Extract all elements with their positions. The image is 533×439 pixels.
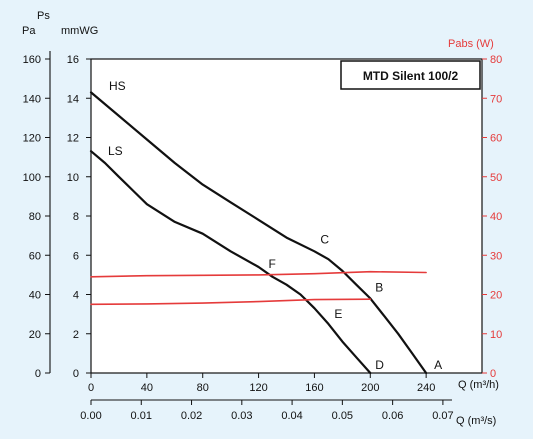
series-line-hs (89, 91, 428, 375)
left-inner-tick-label: 16 (67, 54, 79, 66)
x-axis-label-secondary: Q (m³/s) (456, 415, 496, 427)
left-inner-tick-label: 14 (67, 93, 79, 105)
left-outer-tick-label: 100 (23, 172, 41, 184)
x-primary-tick-label: 200 (361, 382, 379, 394)
right-tick-label: 20 (490, 290, 502, 302)
x-secondary-tick-label: 0.00 (80, 410, 101, 422)
right-tick-label: 60 (490, 133, 502, 145)
x-axis-label-primary: Q (m³/h) (458, 379, 499, 391)
left-axis-label-top: Ps (37, 10, 50, 22)
plot-area (90, 58, 483, 374)
right-axis-label: Pabs (W) (448, 38, 494, 50)
left-inner-tick-label: 0 (73, 368, 79, 380)
left-outer-tick-label: 20 (29, 329, 41, 341)
x-secondary-tick-label: 0.06 (382, 410, 403, 422)
point-label-b: B (375, 280, 383, 294)
x-primary-tick-label: 160 (305, 382, 323, 394)
left-inner-tick-label: 8 (73, 211, 79, 223)
left-outer-tick-label: 40 (29, 290, 41, 302)
right-tick-label: 10 (490, 329, 502, 341)
right-tick-label: 50 (490, 172, 502, 184)
x-primary-tick-label: 240 (417, 382, 435, 394)
left-outer-axis-label: Pa (22, 25, 36, 37)
x-secondary-tick-label: 0.07 (432, 410, 453, 422)
right-tick-label: 40 (490, 211, 502, 223)
left-inner-tick-label: 2 (73, 329, 79, 341)
x-primary-tick-label: 120 (249, 382, 267, 394)
chart-point-labels: A B C D E F (269, 232, 443, 372)
series-line-power-2 (90, 270, 427, 278)
point-label-d: D (375, 358, 384, 372)
left-inner-tick-label: 4 (73, 290, 79, 302)
chart-title-box (340, 60, 481, 90)
point-label-c: C (320, 232, 329, 246)
left-inner-axis-label: mmWG (61, 25, 98, 37)
axis-ticks: 0204060801001201401600246810121416010203… (23, 51, 502, 422)
point-label-f: F (269, 257, 276, 271)
x-secondary-tick-label: 0.02 (181, 410, 202, 422)
left-outer-tick-label: 0 (35, 368, 41, 380)
x-primary-tick-label: 0 (88, 382, 94, 394)
chart-title: MTD Silent 100/2 (363, 69, 459, 83)
right-tick-label: 30 (490, 250, 502, 262)
left-outer-tick-label: 120 (23, 133, 41, 145)
series-label-ls: LS (108, 144, 123, 158)
x-primary-tick-label: 80 (197, 382, 209, 394)
x-secondary-tick-label: 0.04 (281, 410, 302, 422)
left-outer-tick-label: 140 (23, 93, 41, 105)
chart-series (89, 91, 428, 375)
right-tick-label: 70 (490, 93, 502, 105)
right-tick-label: 0 (490, 368, 496, 380)
left-outer-tick-label: 60 (29, 250, 41, 262)
point-label-e: E (334, 307, 342, 321)
point-label-a: A (434, 358, 442, 372)
series-line-power-3 (90, 298, 372, 306)
left-inner-tick-label: 10 (67, 172, 79, 184)
left-outer-tick-label: 160 (23, 54, 41, 66)
left-outer-tick-label: 80 (29, 211, 41, 223)
x-primary-tick-label: 40 (141, 382, 153, 394)
left-inner-tick-label: 6 (73, 250, 79, 262)
right-tick-label: 80 (490, 54, 502, 66)
left-inner-tick-label: 12 (67, 133, 79, 145)
series-line-ls (89, 150, 372, 375)
x-secondary-tick-label: 0.01 (131, 410, 152, 422)
x-secondary-tick-label: 0.05 (332, 410, 353, 422)
x-secondary-tick-label: 0.03 (231, 410, 252, 422)
series-label-hs: HS (109, 79, 126, 93)
